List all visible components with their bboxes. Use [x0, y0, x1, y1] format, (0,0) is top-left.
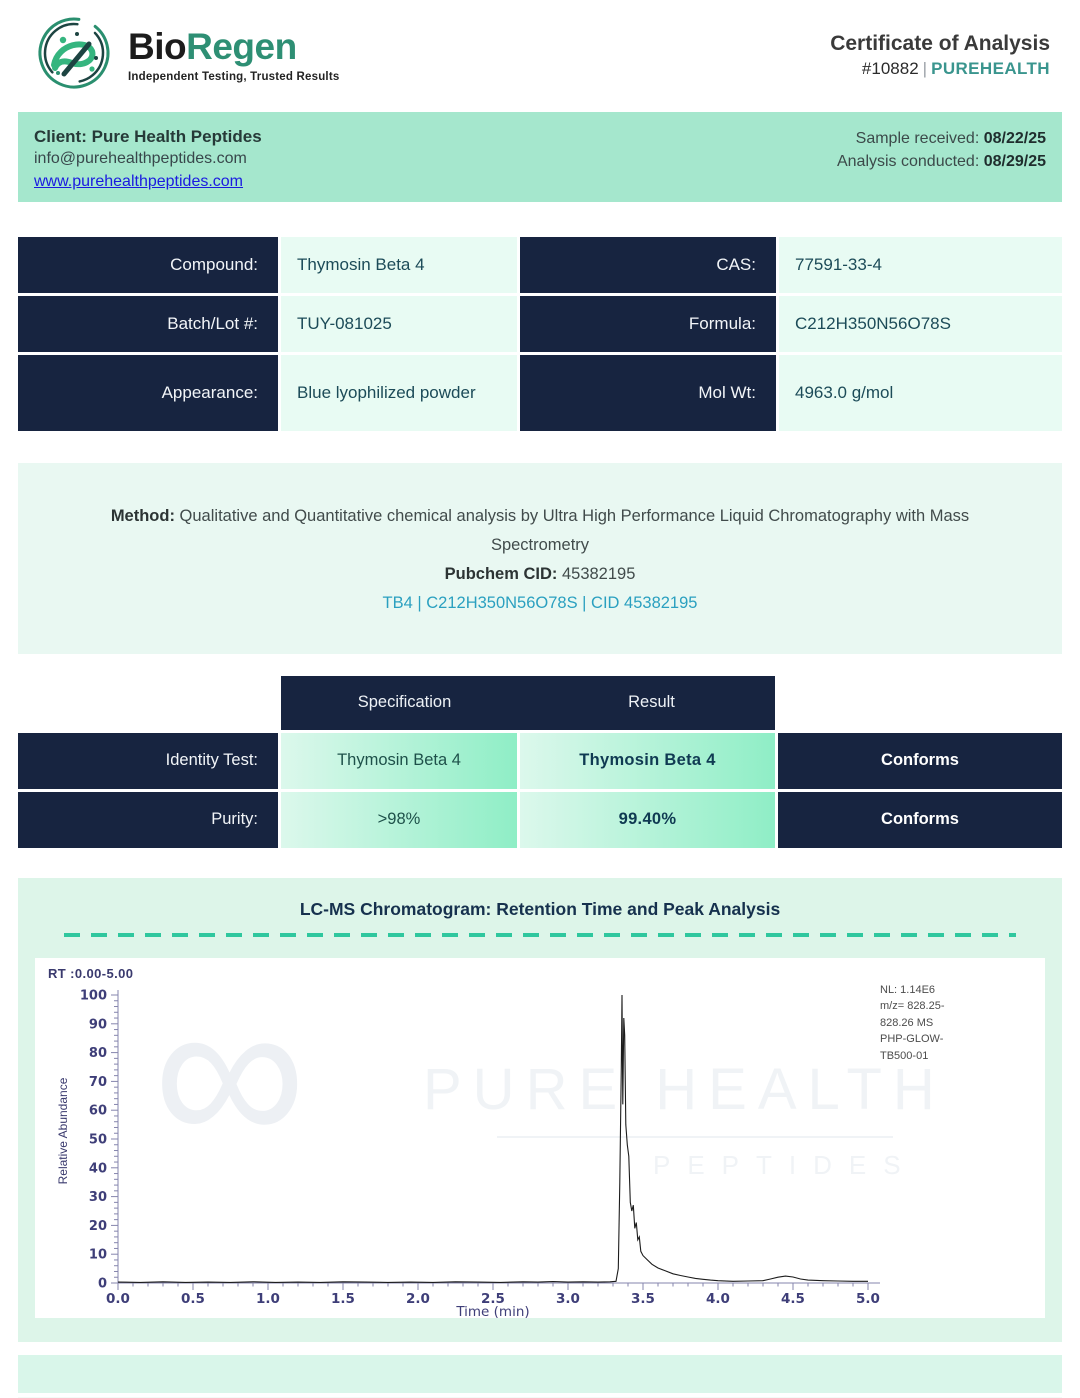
test-specification: Thymosin Beta 4 — [281, 732, 517, 789]
sample-received-date: 08/22/25 — [983, 130, 1046, 147]
scan-annotation-line: 828.26 MS — [880, 1016, 934, 1029]
method-label: Method: — [110, 507, 180, 525]
test-result: Thymosin Beta 4 — [520, 732, 775, 789]
svg-text:30: 30 — [89, 1190, 107, 1205]
svg-text:2.5: 2.5 — [481, 1291, 505, 1307]
analysis-dates: Sample received: 08/22/25 Analysis condu… — [837, 125, 1046, 202]
compound-row-label: Formula: — [520, 296, 776, 352]
svg-text:90: 90 — [89, 1017, 107, 1032]
compound-row-value: TUY-081025 — [281, 296, 517, 352]
svg-text:Time (min): Time (min) — [455, 1304, 529, 1318]
svg-text:4.0: 4.0 — [706, 1291, 730, 1307]
client-info-bar: Client: Pure Health Peptides info@purehe… — [18, 112, 1062, 202]
pubchem-value: 45382195 — [561, 564, 636, 583]
test-row-label: Purity: — [18, 791, 278, 848]
client-details: Client: Pure Health Peptides info@purehe… — [34, 125, 262, 202]
svg-text:60: 60 — [89, 1103, 107, 1118]
scan-annotation-line: NL: 1.14E6 — [880, 983, 936, 996]
certificate-number: #10882 — [861, 58, 919, 78]
svg-text:100: 100 — [80, 988, 107, 1003]
compound-row-label: Compound: — [18, 237, 278, 293]
client-website-link[interactable]: www.purehealthpeptides.com — [34, 172, 244, 190]
svg-text:1.5: 1.5 — [331, 1291, 355, 1307]
scan-annotation-line: TB500-01 — [880, 1049, 929, 1062]
compound-row-label: CAS: — [520, 237, 776, 293]
method-section: Method: Qualitative and Quantitative che… — [18, 463, 1062, 654]
bioregen-logo: BioRegen Independent Testing, Trusted Re… — [34, 13, 339, 98]
chromatogram-panel: ∞ PURE HEALTH PEPTIDES 0 10 20 30 40 50 60 70 80… — [35, 957, 1045, 1318]
certificate-subtitle: #10882 | PUREHEALTH — [830, 59, 1050, 79]
brand-tagline: Independent Testing, Trusted Results — [128, 70, 340, 83]
test-status: Conforms — [778, 732, 1062, 789]
certificate-title: Certificate of Analysis — [830, 31, 1050, 55]
chromatogram-section: LC-MS Chromatogram: Retention Time and P… — [18, 877, 1062, 1342]
bioregen-logo-icon — [34, 13, 114, 98]
svg-text:20: 20 — [89, 1218, 107, 1233]
column-header-specification: Specification — [357, 693, 452, 711]
certificate-title-block: Certificate of Analysis #10882 | PUREHEALT… — [830, 32, 1050, 79]
method-description: Method: Qualitative and Quantitative che… — [110, 507, 970, 554]
results-header-spacer-right — [778, 676, 1062, 730]
compound-row-value: Thymosin Beta 4 — [281, 237, 517, 293]
chromatogram-plot: 0 10 20 30 40 50 60 70 80 90 100 0.0 0.5 1.0 1.5 2.0 2.5… — [80, 988, 880, 1318]
compound-row-value: C212H350N56O78S — [779, 296, 1062, 352]
results-table: Specification Result Identity Test: Thymo… — [18, 675, 1062, 848]
svg-text:5.0: 5.0 — [856, 1291, 880, 1307]
divider: | — [922, 58, 928, 78]
client-email: info@purehealthpeptides.com — [34, 150, 247, 168]
scan-annotation: NL: 1.14E6 m/z= 828.25- 828.26 MS PHP-GLOW-… — [880, 982, 990, 1065]
svg-text:1.0: 1.0 — [256, 1291, 280, 1307]
svg-text:2.0: 2.0 — [406, 1291, 430, 1307]
compound-row-value: 77591-33-4 — [779, 237, 1062, 293]
test-specification: >98% — [281, 791, 517, 848]
svg-text:50: 50 — [89, 1132, 107, 1147]
logo-text: BioRegen Independent Testing, Trusted Re… — [128, 28, 339, 83]
sample-received-line: Sample received: 08/22/25 — [855, 130, 1046, 147]
scan-annotation-line: m/z= 828.25- — [880, 1000, 945, 1012]
svg-text:80: 80 — [89, 1046, 107, 1061]
pubchem-label: Pubchem CID: — [444, 564, 562, 583]
svg-text:40: 40 — [89, 1161, 107, 1176]
footer-bar — [18, 1354, 1062, 1393]
chromatogram-title: LC-MS Chromatogram: Retention Time and P… — [299, 898, 781, 919]
svg-text:10: 10 — [89, 1247, 107, 1262]
brand-wordmark: BioRegen — [128, 25, 297, 67]
compound-row-label: Batch/Lot #: — [18, 296, 278, 352]
svg-text:3.5: 3.5 — [631, 1291, 655, 1307]
svg-text:0: 0 — [98, 1276, 107, 1291]
results-header: Specification Result — [281, 675, 775, 730]
results-header-spacer-left — [18, 676, 278, 730]
pubchem-link[interactable]: TB4 | C212H350N56O78S | CID 45382195 — [382, 593, 698, 612]
footer-strip — [18, 1396, 1062, 1398]
svg-text:3.0: 3.0 — [556, 1291, 580, 1307]
svg-text:0.5: 0.5 — [181, 1291, 205, 1307]
svg-text:70: 70 — [89, 1074, 107, 1089]
client-name: Client: Pure Health Peptides — [34, 127, 262, 146]
pubchem-line: Pubchem CID: 45382195 — [88, 560, 992, 589]
compound-table: Compound: Thymosin Beta 4 CAS: 77591-33-4 Ba… — [18, 237, 1062, 431]
test-result: 99.40% — [520, 791, 775, 848]
purehealth-brand: PUREHEALTH — [931, 58, 1050, 78]
analysis-conducted-date: 08/29/25 — [983, 153, 1046, 171]
compound-row-value: 4963.0 g/mol — [779, 355, 1062, 431]
compound-row-value: Blue lyophilized powder — [281, 355, 517, 431]
compound-row-label: Appearance: — [18, 355, 278, 431]
analysis-conducted-line: Analysis conducted: 08/29/25 — [836, 153, 1046, 171]
y-axis-title: Relative Abundance — [56, 1077, 70, 1184]
scan-annotation-line: PHP-GLOW- — [880, 1033, 944, 1045]
header: BioRegen Independent Testing, Trusted Re… — [0, 0, 1080, 110]
dashed-divider — [64, 932, 1016, 937]
rt-range-label: RT :0.00-5.00 — [48, 965, 134, 981]
column-header-result: Result — [628, 693, 675, 711]
compound-row-label: Mol Wt: — [520, 355, 776, 431]
svg-text:4.5: 4.5 — [781, 1291, 805, 1307]
svg-text:0.0: 0.0 — [106, 1291, 130, 1307]
test-status: Conforms — [778, 791, 1062, 848]
test-row-label: Identity Test: — [18, 732, 278, 789]
